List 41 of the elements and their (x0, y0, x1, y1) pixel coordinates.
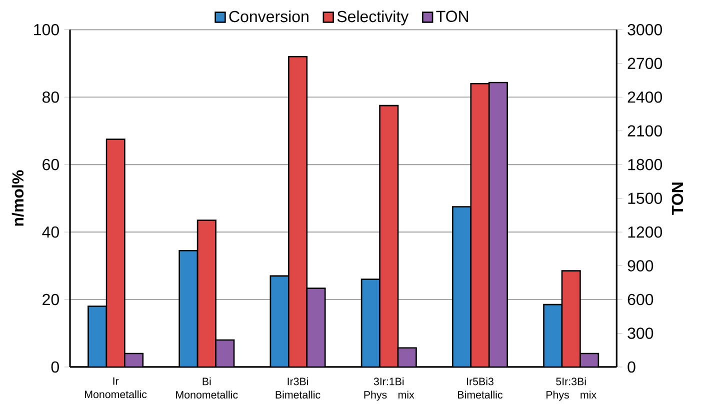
x-tick-label: Bi Monometallic (176, 377, 238, 399)
y2-axis-title: TON (672, 182, 684, 215)
y-tick-label: 80 (42, 91, 59, 103)
x-tick-label: 5Ir:3Bi Phys mix (546, 377, 596, 401)
bar (288, 56, 308, 367)
bar (360, 278, 380, 367)
y2-tick-label: 2100 (628, 125, 662, 137)
y2-tick-label: 3000 (628, 24, 662, 36)
y2-tick-label: 900 (628, 260, 654, 272)
y-axis-title: n/mol% (12, 170, 24, 226)
bar (88, 306, 108, 367)
bar (106, 138, 126, 367)
y-tick-label: 40 (42, 226, 59, 238)
x-tick-label: 3Ir:1Bi Phys mix (364, 377, 414, 401)
legend-label: Selectivity (337, 10, 409, 26)
y2-tick-label: 2700 (628, 58, 662, 70)
legend-label: Conversion (229, 10, 308, 22)
y2-tick-label: 1500 (628, 192, 662, 204)
bar (306, 288, 326, 367)
y2-tick-label: 1800 (628, 158, 662, 170)
y2-tick-label: 600 (628, 294, 654, 306)
bar (215, 339, 235, 367)
y-tick-label: 100 (34, 24, 59, 36)
bar (178, 250, 198, 367)
y2-tick-label: 1200 (628, 226, 662, 238)
y2-tick-label: 0 (628, 361, 636, 373)
y2-tick-label: 300 (628, 328, 654, 339)
bar (270, 275, 290, 367)
y-tick-label: 0 (51, 361, 59, 373)
y-tick-label: 20 (42, 294, 59, 306)
bar (561, 270, 581, 367)
y-tick-label: 60 (42, 158, 59, 170)
x-tick-label: Ir5Bi3 Bimetallic (458, 377, 503, 399)
bar (452, 206, 472, 367)
y2-tick-label: 2400 (628, 91, 662, 103)
legend-label: TON (436, 10, 468, 22)
x-tick-label: Ir Monometallic (85, 377, 147, 398)
x-tick-label: Ir3Bi Bimetallic (276, 377, 320, 399)
bar (543, 304, 563, 367)
bar (196, 220, 216, 367)
bar (379, 104, 399, 367)
